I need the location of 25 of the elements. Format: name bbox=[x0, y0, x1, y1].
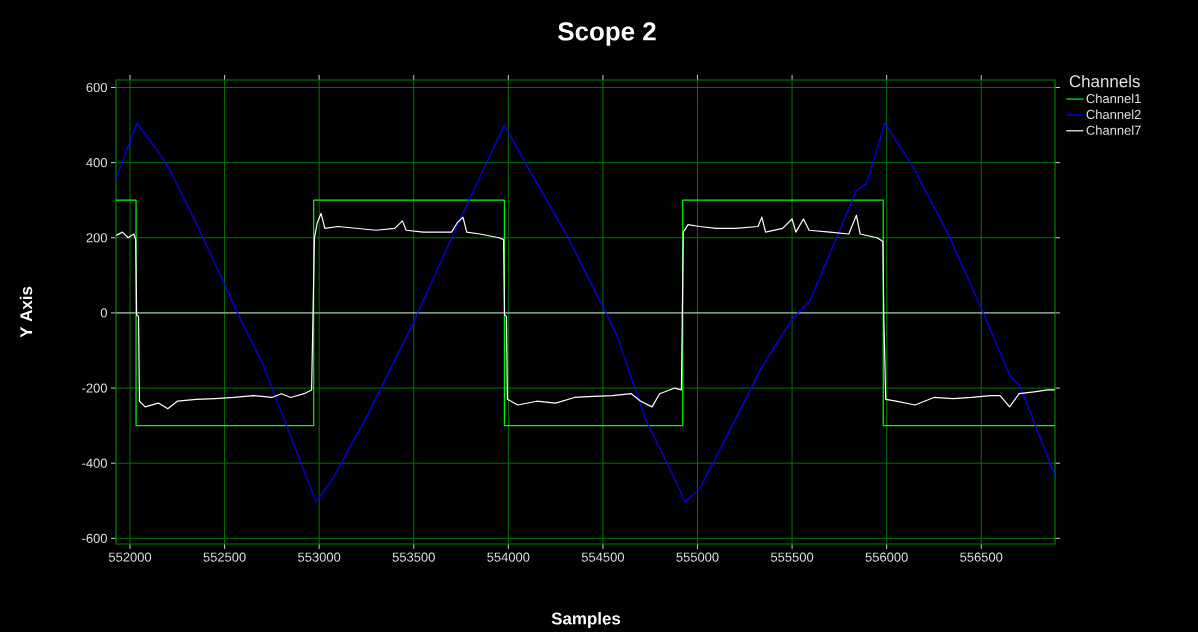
y-tick-label: -600 bbox=[82, 533, 107, 543]
x-tick-label: 553000 bbox=[298, 552, 341, 562]
x-tick-label: 554500 bbox=[581, 552, 625, 562]
x-tick-label: 555500 bbox=[770, 552, 814, 562]
x-tick-label: 556500 bbox=[960, 552, 1003, 562]
x-tick-label: 554000 bbox=[487, 552, 530, 562]
line-series bbox=[116, 122, 1056, 503]
y-tick-label: 600 bbox=[86, 82, 107, 93]
y-tick-label: 0 bbox=[100, 308, 107, 318]
x-axis-title: Samples bbox=[551, 612, 621, 628]
x-tick-label: 556000 bbox=[865, 552, 908, 562]
legend-label: Channel1 bbox=[1086, 93, 1141, 104]
y-tick-label: -200 bbox=[82, 383, 107, 393]
y-tick-label: -400 bbox=[82, 458, 107, 468]
x-tick-label: 552500 bbox=[203, 552, 246, 562]
x-tick-label: 552000 bbox=[108, 552, 152, 562]
legend-label: Channel2 bbox=[1086, 109, 1141, 119]
x-tick-label: 555000 bbox=[676, 552, 719, 562]
y-tick-label: 200 bbox=[86, 233, 107, 243]
y-tick-label: 400 bbox=[86, 158, 107, 168]
y-axis-title: Y Axis bbox=[19, 286, 33, 338]
legend-title: Channels bbox=[1069, 74, 1140, 88]
x-tick-label: 553500 bbox=[392, 552, 435, 562]
legend-label: Channel7 bbox=[1086, 125, 1141, 135]
chart-title: Scope 2 bbox=[558, 22, 656, 46]
